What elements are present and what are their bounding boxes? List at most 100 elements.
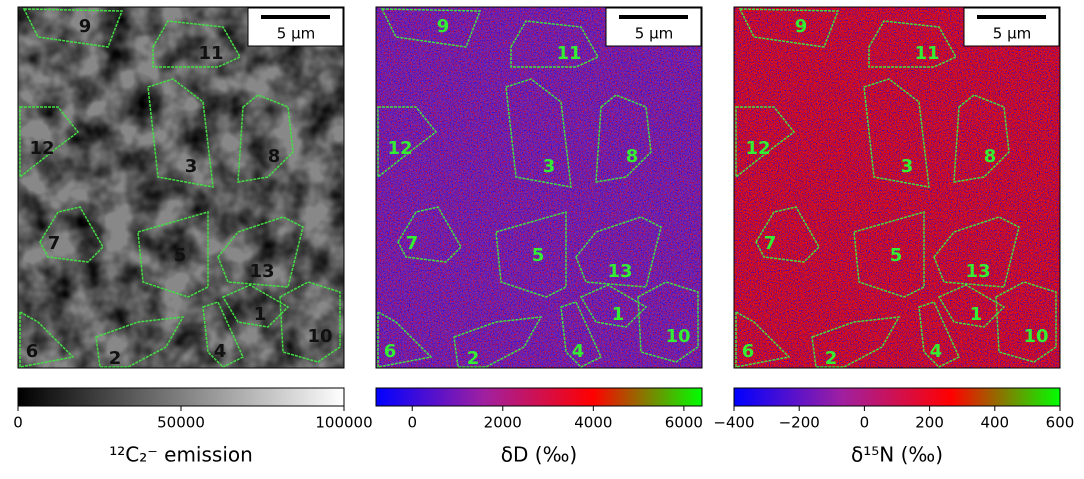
region-label: 10 [1023,326,1048,347]
region-label: 7 [406,233,419,254]
region-label: 1 [254,304,267,325]
region-label: 6 [384,341,397,362]
scale-bar-box [247,7,344,47]
region-label: 3 [543,156,556,177]
region-outline [853,211,925,298]
region-label: 5 [890,245,903,266]
scale-bar-box [963,7,1060,47]
region-outline [397,206,462,263]
region-outline [19,310,75,368]
colorbar [375,387,703,407]
region-label: 9 [79,16,92,37]
region-label: 5 [174,245,187,266]
colorbar-label: ¹²C₂⁻ emission [109,443,253,467]
region-outline [811,316,901,368]
region-label: 10 [307,326,332,347]
region-outline [152,20,242,68]
region-label: 8 [268,146,281,167]
region-label: 6 [742,341,755,362]
region-label: 12 [29,138,54,159]
colorbar-tick-label: 0 [13,414,23,432]
region-outline [918,301,960,368]
region-label: 11 [556,43,581,64]
image-frame [375,6,703,369]
region-label: 8 [984,146,997,167]
region-outline [575,216,662,288]
image-panel: 9 11 12 3 8 7 5 13 1 10 6 2 4 5 μm [733,6,1061,369]
region-outline [560,301,602,368]
colorbar [733,387,1061,407]
region-label: 2 [825,348,838,369]
scale-bar-label: 5 μm [993,25,1031,43]
region-label: 5 [532,245,545,266]
scale-bar-label: 5 μm [635,25,673,43]
colorbar-tick-label: 600 [1046,414,1075,432]
colorbar-tick-label: 2000 [484,414,522,432]
colorbar-label: δ¹⁵N (‰) [851,443,943,467]
colorbar-tick-label: −400 [713,414,754,432]
region-outline [217,216,304,288]
region-outline [953,94,1010,183]
region-outline [221,284,290,328]
region-label: 13 [965,261,990,282]
region-outline [579,284,648,328]
region-outline [863,78,930,188]
region-label: 12 [387,138,412,159]
region-outline [995,281,1057,363]
region-label: 13 [607,261,632,282]
region-label: 12 [745,138,770,159]
colorbar-tick-label: 50000 [157,414,205,432]
region-label: 7 [48,233,61,254]
image-frame [17,6,345,369]
region-outline [147,78,214,188]
scale-bar-label: 5 μm [277,25,315,43]
region-label: 4 [572,341,585,362]
region-outline [755,206,820,263]
image-frame [733,6,1061,369]
region-label: 2 [467,348,480,369]
region-outline [202,301,244,368]
colorbar-tick-label: 400 [980,414,1009,432]
colorbar-tick-label: 0 [860,414,870,432]
region-outline [377,106,438,179]
colorbar-tick-label: 200 [915,414,944,432]
region-label: 9 [795,16,808,37]
region-label: 13 [249,261,274,282]
region-label: 2 [109,348,122,369]
region-label: 1 [612,304,625,325]
region-label: 3 [185,156,198,177]
region-outline [279,281,341,363]
region-outline [237,94,294,183]
colorbar-tick-label: 6000 [665,414,703,432]
region-outline [937,284,1006,328]
region-label: 3 [901,156,914,177]
region-label: 1 [970,304,983,325]
region-outline [22,8,124,48]
region-outline [637,281,699,363]
region-outline [933,216,1020,288]
region-outline [510,20,600,68]
region-label: 7 [764,233,777,254]
region-outline [95,316,185,368]
region-outline [377,310,433,368]
colorbar-tick-label: −200 [779,414,820,432]
region-label: 9 [437,16,450,37]
region-outline [595,94,652,183]
region-outline [738,8,840,48]
colorbar-label: δD (‰) [501,443,577,467]
image-texture [376,7,702,368]
region-label: 4 [214,341,227,362]
region-outline [453,316,543,368]
region-outline [868,20,958,68]
scale-bar-box [605,7,702,47]
region-outline [495,211,567,298]
region-label: 4 [930,341,943,362]
region-outline [137,211,209,298]
image-panel: 9 11 12 3 8 7 5 13 1 10 6 2 4 5 μm [17,6,345,369]
colorbar-tick-label: 100000 [315,414,372,432]
region-outline [735,106,796,179]
image-texture [18,7,344,368]
region-outline [19,106,80,179]
region-outline [380,8,482,48]
region-label: 11 [198,43,223,64]
